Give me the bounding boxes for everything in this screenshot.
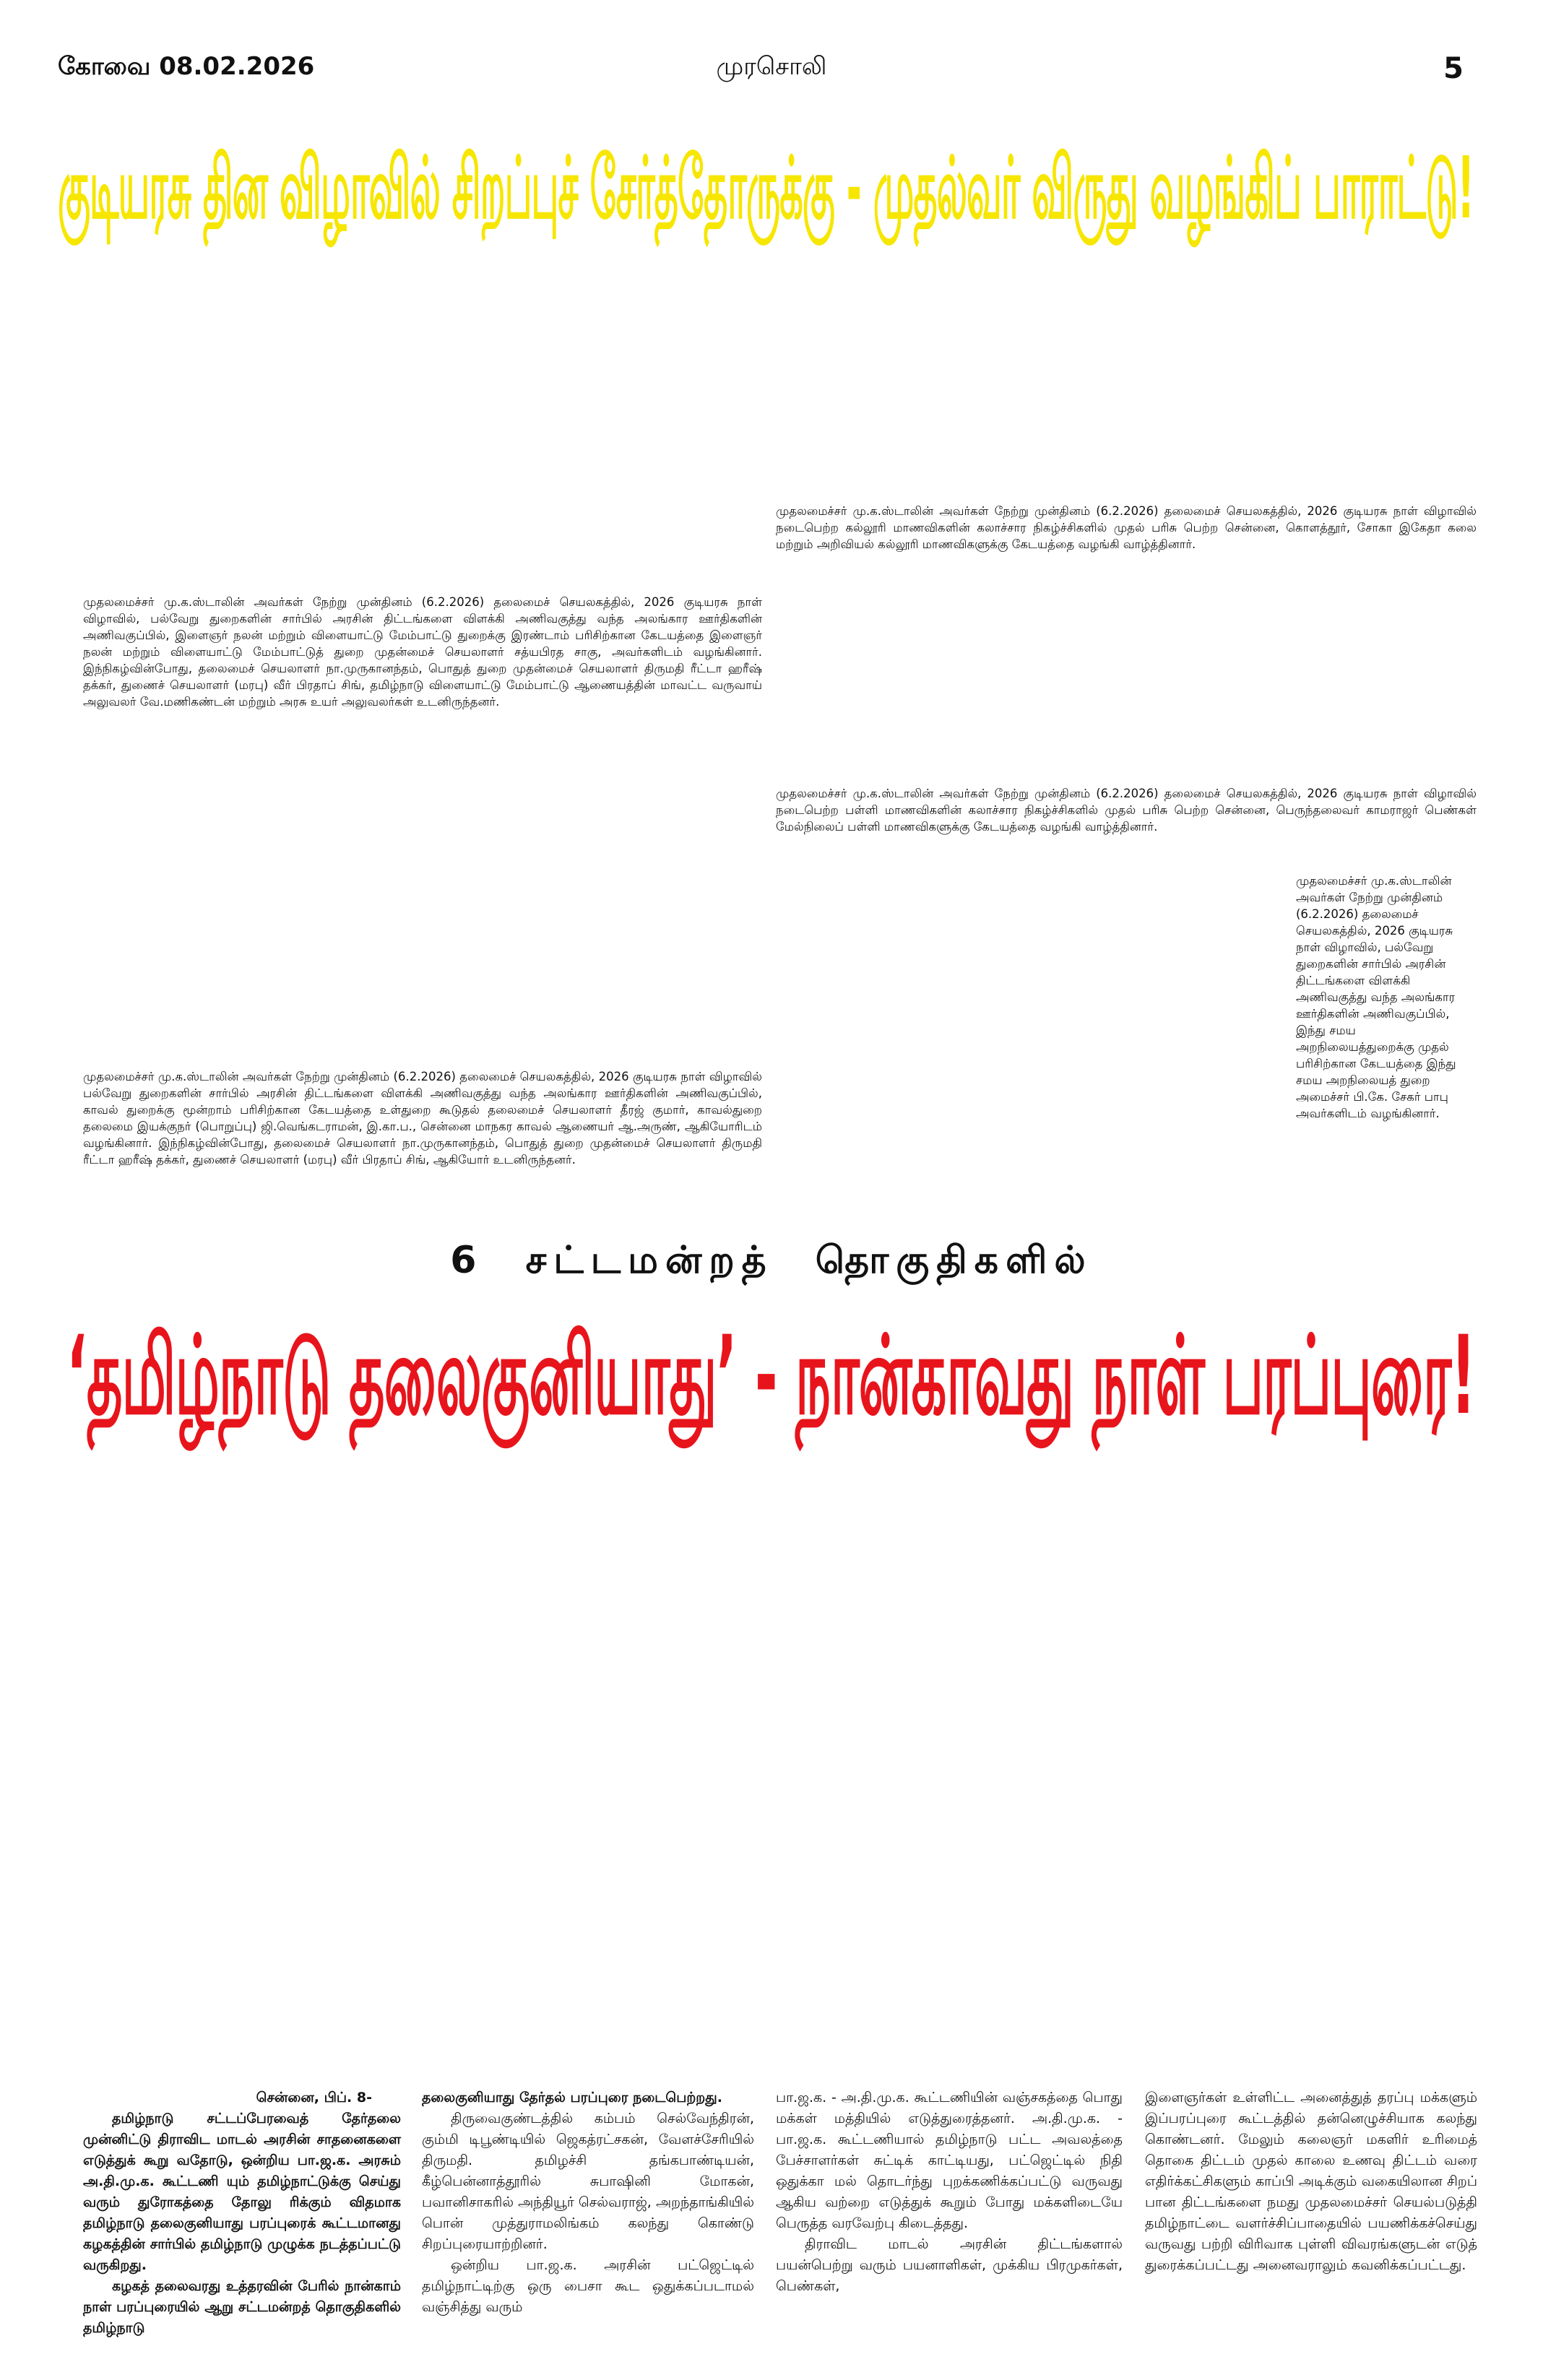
paragraph: திராவிட மாடல் அரசின் திட்டங்களால் பயன்பெ… [776,2236,1123,2294]
kicker: 6 சட்டமன்றத் தொகுதிகளில் [450,1239,1093,1282]
paragraph: ஒன்றிய பா.ஜ.க. அரசின் பட்ஜெட்டில் தமிழ்ந… [422,2257,754,2315]
paragraph: இளைஞர்கள் உள்ளிட்ட அனைத்துத் தரப்பு மக்க… [1145,2090,1477,2273]
paper-name: முரசொலி [716,52,827,81]
photo-caption: முதலமைச்சர் மு.க.ஸ்டாலின் அவர்கள் நேற்று… [83,1070,762,1167]
paragraph: தலைகுனியாது தேர்தல் பரப்புரை நடைபெற்றது. [422,2090,722,2106]
page-number: 5 [1443,52,1464,85]
dateline: சென்னை, பிப். 8- [256,2090,372,2106]
photo-caption: முதலமைச்சர் மு.க.ஸ்டாலின் அவர்கள் நேற்று… [83,595,762,709]
city-date: கோவை 08.02.2026 [58,52,315,81]
paragraph: கழகத் தலைவரது உத்தரவின் பேரில் நான்காம் … [83,2278,401,2336]
headline-top: குடியரசு தின விழாவில் சிறப்புச் சேர்த்தோ… [58,138,1474,238]
article-column: பா.ஜ.க. - அ.தி.மு.க. கூட்டணியின் வஞ்சகத்… [776,2087,1123,2297]
photo-caption: முதலமைச்சர் மு.க.ஸ்டாலின் அவர்கள் நேற்று… [776,787,1477,834]
photo-caption: முதலமைச்சர் மு.க.ஸ்டாலின் அவர்கள் நேற்று… [776,504,1477,551]
article-column: சென்னை, பிப். 8- தமிழ்நாடு சட்டப்பேரவைத்… [83,2087,401,2339]
headline-main: ‘தமிழ்நாடு தலைகுனியாது’ - நான்காவது நாள்… [66,1313,1476,1439]
photo-caption: முதலமைச்சர் மு.க.ஸ்டாலின் அவர்கள் நேற்று… [1296,874,1456,1120]
article-column: தலைகுனியாது தேர்தல் பரப்புரை நடைபெற்றது.… [422,2087,754,2318]
paragraph: தமிழ்நாடு சட்டப்பேரவைத் தேர்தலை முன்னிட்… [83,2111,401,2273]
paragraph: பா.ஜ.க. - அ.தி.மு.க. கூட்டணியின் வஞ்சகத்… [776,2090,1123,2231]
article-column: இளைஞர்கள் உள்ளிட்ட அனைத்துத் தரப்பு மக்க… [1145,2087,1477,2276]
paragraph: திருவைகுண்டத்தில் கம்பம் செல்வேந்திரன், … [422,2111,754,2252]
